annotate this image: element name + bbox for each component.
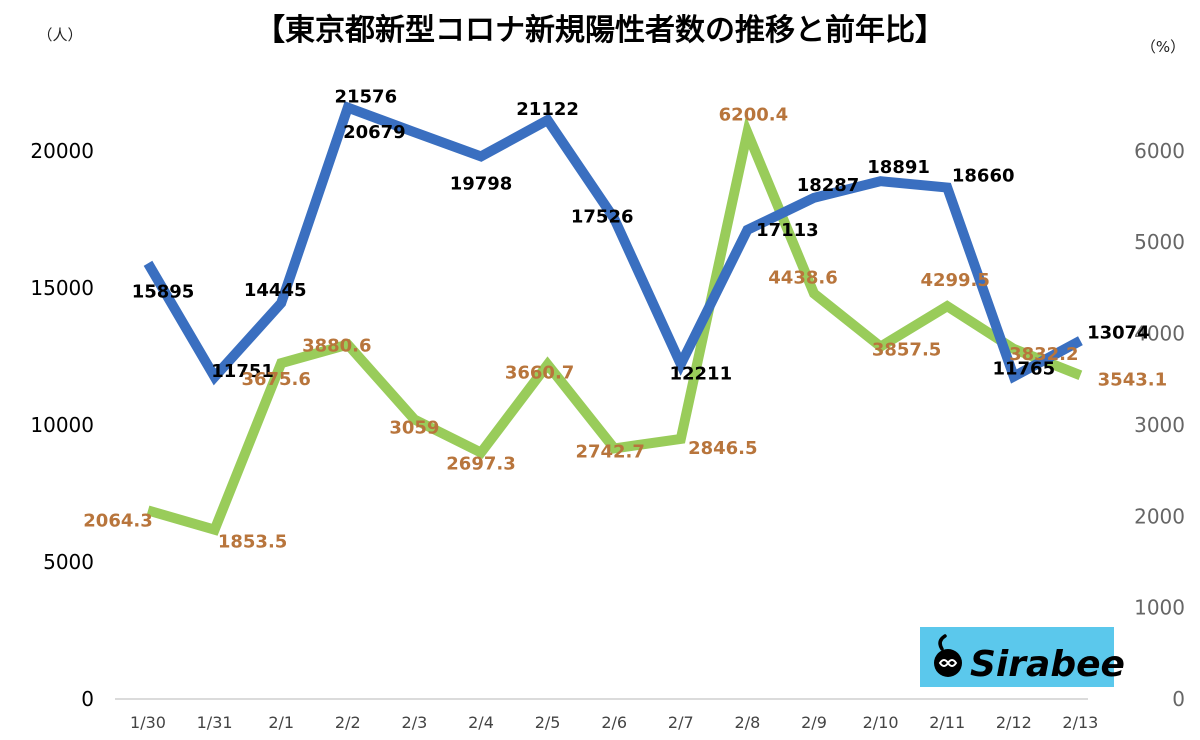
right-axis-ticks: 0 1000 2000 3000 4000 5000 6000 (1134, 139, 1185, 711)
yoy-ratio-data-label: 4299.5 (920, 270, 989, 291)
x-axis-tick-label: 1/30 (130, 713, 166, 732)
yoy-ratio-data-label: 3857.5 (872, 340, 941, 361)
new-cases-data-label: 11751 (211, 361, 274, 382)
logo-text: Sirabee (970, 644, 1125, 685)
right-axis-tick-label: 4000 (1134, 322, 1185, 346)
x-axis-tick-label: 1/31 (197, 713, 233, 732)
x-axis-ticks: 1/30 1/31 2/1 2/2 2/3 2/4 2/5 2/6 2/7 2/8 2/9 2/10 2… (130, 713, 1098, 732)
new-cases-data-label: 18287 (797, 175, 860, 196)
left-axis-tick-label: 5000 (43, 550, 94, 574)
right-axis-tick-label: 2000 (1134, 504, 1185, 528)
yoy-ratio-data-label: 4438.6 (768, 267, 837, 288)
new-cases-data-label: 19798 (450, 173, 513, 194)
yoy-ratio-data-label: 2064.3 (83, 510, 152, 531)
left-axis-unit: （人） (37, 26, 82, 44)
yoy-ratio-data-label: 3059 (389, 418, 439, 439)
yoy-ratio-line (146, 115, 1083, 536)
right-axis-tick-label: 0 (1172, 687, 1185, 711)
left-axis-tick-label: 10000 (30, 413, 94, 437)
yoy-ratio-data-label: 6200.4 (719, 105, 788, 126)
yoy-ratio-data-label: 2846.5 (688, 438, 757, 459)
new-cases-data-label: 18891 (867, 157, 930, 178)
sirabee-logo: Sirabee (920, 627, 1125, 687)
new-cases-data-label: 21576 (334, 87, 397, 108)
new-cases-line (143, 101, 1083, 386)
right-axis-tick-label: 1000 (1134, 596, 1185, 620)
yoy-ratio-data-label: 1853.5 (218, 532, 287, 553)
left-axis-tick-label: 0 (81, 687, 94, 711)
chart-title: 【東京都新型コロナ新規陽性者数の推移と前年比】 (255, 13, 945, 48)
new-cases-data-label: 21122 (516, 99, 579, 120)
new-cases-data-label: 18660 (952, 166, 1015, 187)
sirabee-mark-icon (934, 634, 962, 677)
left-axis-ticks: 0 5000 10000 15000 20000 (30, 139, 94, 711)
series-lines (143, 101, 1083, 536)
x-axis-tick-label: 2/7 (668, 713, 694, 732)
x-axis-tick-label: 2/9 (801, 713, 827, 732)
new-cases-data-label: 17526 (571, 207, 634, 228)
new-cases-data-label: 20679 (343, 122, 406, 143)
x-axis-tick-label: 2/13 (1062, 713, 1098, 732)
x-axis-tick-label: 2/12 (996, 713, 1032, 732)
x-axis-tick-label: 2/4 (468, 713, 494, 732)
left-axis-tick-label: 20000 (30, 139, 94, 163)
x-axis-tick-label: 2/10 (863, 713, 899, 732)
right-axis-tick-label: 6000 (1134, 139, 1185, 163)
yoy-ratio-data-label: 3543.1 (1098, 369, 1167, 390)
right-axis-tick-label: 5000 (1134, 230, 1185, 254)
data-labels: 15895 11751 14445 21576 20679 19798 21122 17526… (83, 87, 1167, 553)
yoy-ratio-data-label: 2697.3 (446, 454, 515, 475)
yoy-ratio-data-label: 3660.7 (505, 363, 574, 384)
x-axis-tick-label: 2/1 (268, 713, 294, 732)
yoy-ratio-data-label: 3675.6 (241, 369, 310, 390)
new-cases-data-label: 11765 (992, 359, 1055, 380)
left-axis-tick-label: 15000 (30, 276, 94, 300)
x-axis-tick-label: 2/5 (535, 713, 561, 732)
x-axis-tick-label: 2/2 (335, 713, 361, 732)
new-cases-data-label: 17113 (756, 220, 819, 241)
x-axis-tick-label: 2/8 (735, 713, 761, 732)
yoy-ratio-data-label: 3832.2 (1009, 344, 1078, 365)
x-axis-tick-label: 2/3 (402, 713, 428, 732)
new-cases-data-label: 15895 (132, 281, 195, 302)
new-cases-data-label: 14445 (244, 280, 307, 301)
right-axis-tick-label: 3000 (1134, 413, 1185, 437)
x-axis-tick-label: 2/11 (929, 713, 965, 732)
new-cases-data-label: 12211 (669, 363, 732, 384)
new-cases-data-label: 13074 (1087, 323, 1150, 344)
yoy-ratio-data-label: 3880.6 (302, 335, 371, 356)
yoy-ratio-data-label: 2742.7 (575, 441, 644, 462)
right-axis-unit: （%） (1141, 38, 1185, 56)
x-axis-tick-label: 2/6 (601, 713, 627, 732)
